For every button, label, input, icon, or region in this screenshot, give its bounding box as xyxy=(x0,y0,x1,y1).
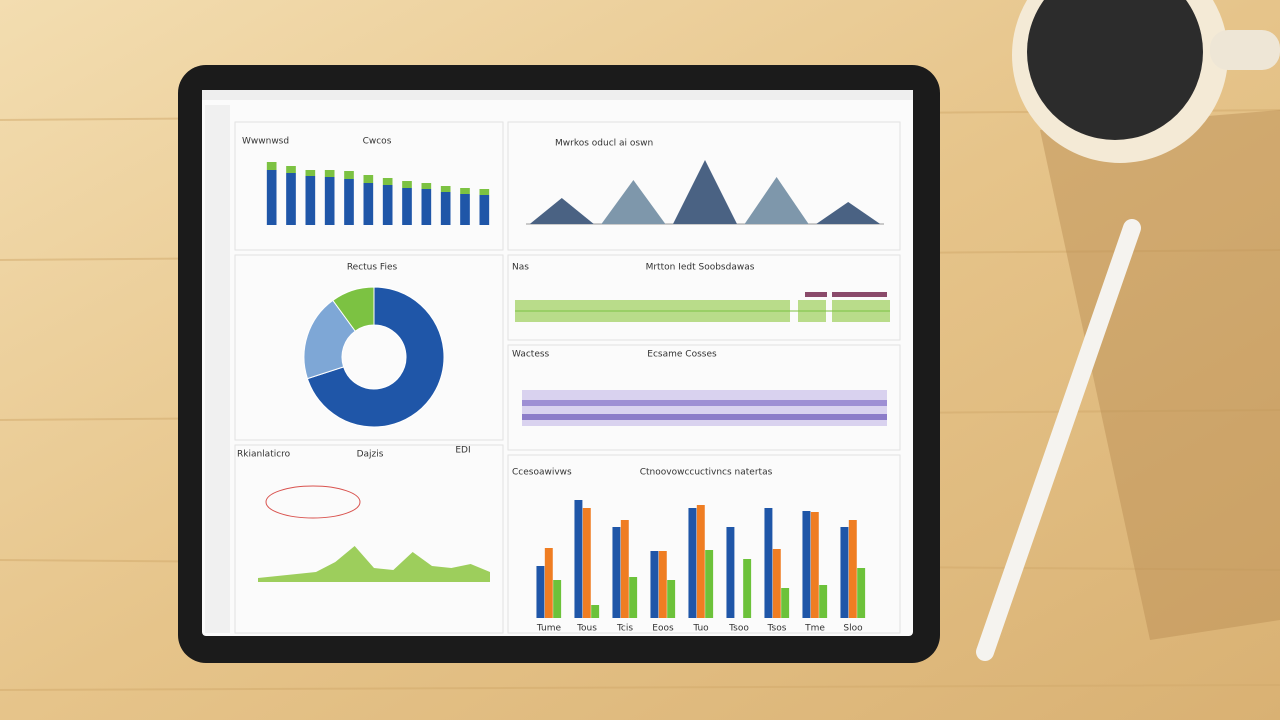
band-label: Wactess xyxy=(512,350,550,360)
peak xyxy=(601,180,666,224)
bar-segment xyxy=(479,195,490,225)
cup-handle xyxy=(1210,30,1280,70)
x-tick-label: Sloo xyxy=(843,624,863,634)
bar-segment xyxy=(324,170,335,177)
peak xyxy=(816,202,881,224)
bar-segment xyxy=(440,186,451,192)
donut-slice xyxy=(332,286,375,332)
callout xyxy=(265,485,361,519)
bar xyxy=(591,605,600,618)
bar-segment xyxy=(344,171,354,179)
chart-label: Rkianlaticro xyxy=(237,450,291,460)
area xyxy=(258,546,490,582)
peak xyxy=(673,160,737,224)
bar-segment xyxy=(286,166,296,173)
bar xyxy=(553,580,562,618)
peak xyxy=(529,198,594,224)
bar xyxy=(582,508,591,618)
panel-borders xyxy=(234,121,901,634)
bar-segment xyxy=(344,179,354,225)
x-tick-label: Tume xyxy=(536,624,562,634)
bar xyxy=(650,551,659,618)
shadow xyxy=(1040,110,1280,640)
bar-segment xyxy=(382,178,393,185)
peak xyxy=(744,177,809,224)
bar xyxy=(574,500,583,618)
x-tick-label: Tous xyxy=(576,624,597,634)
bar xyxy=(667,580,676,618)
bar-segment xyxy=(266,170,277,225)
bar xyxy=(764,508,773,618)
bar-segment xyxy=(402,181,412,188)
bar-segment xyxy=(286,173,296,225)
bar xyxy=(544,548,553,618)
bar xyxy=(612,527,621,618)
bar-segment xyxy=(460,188,470,194)
bar xyxy=(819,585,828,618)
table-label: Nas xyxy=(512,263,529,273)
bar xyxy=(802,511,811,618)
bar-segment xyxy=(305,176,316,225)
x-tick-label: Tcis xyxy=(616,624,633,634)
x-tick-label: Tsoo xyxy=(728,624,749,634)
band-title: Ecsame Cosses xyxy=(647,350,717,360)
bar xyxy=(726,527,735,618)
band-chart xyxy=(522,390,887,426)
screen xyxy=(202,90,913,636)
bar xyxy=(620,520,629,618)
coffee xyxy=(1027,0,1203,140)
bar-segment xyxy=(421,183,432,189)
x-tick-label: Eoos xyxy=(652,624,674,634)
bar-segment xyxy=(266,162,277,170)
chart-title: Rectus Fies xyxy=(347,263,398,273)
status-bar xyxy=(202,90,913,100)
x-tick-label: Tuo xyxy=(692,624,709,634)
chart-title: Cwcos xyxy=(363,137,392,147)
bar xyxy=(629,577,638,618)
bar xyxy=(658,551,667,618)
sidebar xyxy=(205,105,230,633)
bar xyxy=(536,566,545,618)
bar-segment xyxy=(440,192,451,225)
chart-label: Ccesoawivws xyxy=(512,468,572,478)
bar-segment xyxy=(402,188,412,225)
bar xyxy=(696,505,705,618)
bar xyxy=(857,568,866,618)
bar xyxy=(688,508,697,618)
bar xyxy=(810,512,819,618)
chart-title: Ctnoovowccuctivncs natertas xyxy=(640,468,773,478)
bar-segment xyxy=(324,177,335,225)
bar-segment xyxy=(479,189,490,195)
table-title: Mrtton Iedt Soobsdawas xyxy=(646,263,755,273)
bar-segment xyxy=(382,185,393,225)
bar-segment xyxy=(421,189,432,225)
bar xyxy=(772,549,781,618)
stylus xyxy=(976,219,1141,661)
corner-label: EDI xyxy=(455,446,470,456)
chart-title: Mwrkos oducl ai oswn xyxy=(555,139,653,149)
chart-label: Wwwnwsd xyxy=(242,137,289,147)
bar-segment xyxy=(363,183,374,225)
donut-slice xyxy=(306,286,445,428)
bar xyxy=(781,588,790,618)
bar-segment xyxy=(363,175,374,183)
x-tick-label: Tsos xyxy=(767,624,787,634)
bar xyxy=(848,520,857,618)
table xyxy=(515,292,890,322)
bar xyxy=(705,550,714,618)
bar xyxy=(743,559,752,618)
x-tick-label: Tme xyxy=(804,624,825,634)
bar-segment xyxy=(305,170,316,176)
bar-segment xyxy=(460,194,470,225)
chart-title: Dajzis xyxy=(357,450,384,460)
bar xyxy=(840,527,849,618)
